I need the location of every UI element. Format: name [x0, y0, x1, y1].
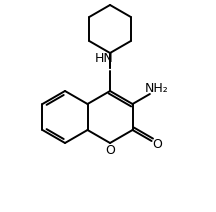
Text: NH₂: NH₂	[145, 82, 169, 95]
Text: HN: HN	[95, 52, 113, 65]
Text: O: O	[105, 144, 115, 156]
Text: O: O	[153, 138, 163, 151]
